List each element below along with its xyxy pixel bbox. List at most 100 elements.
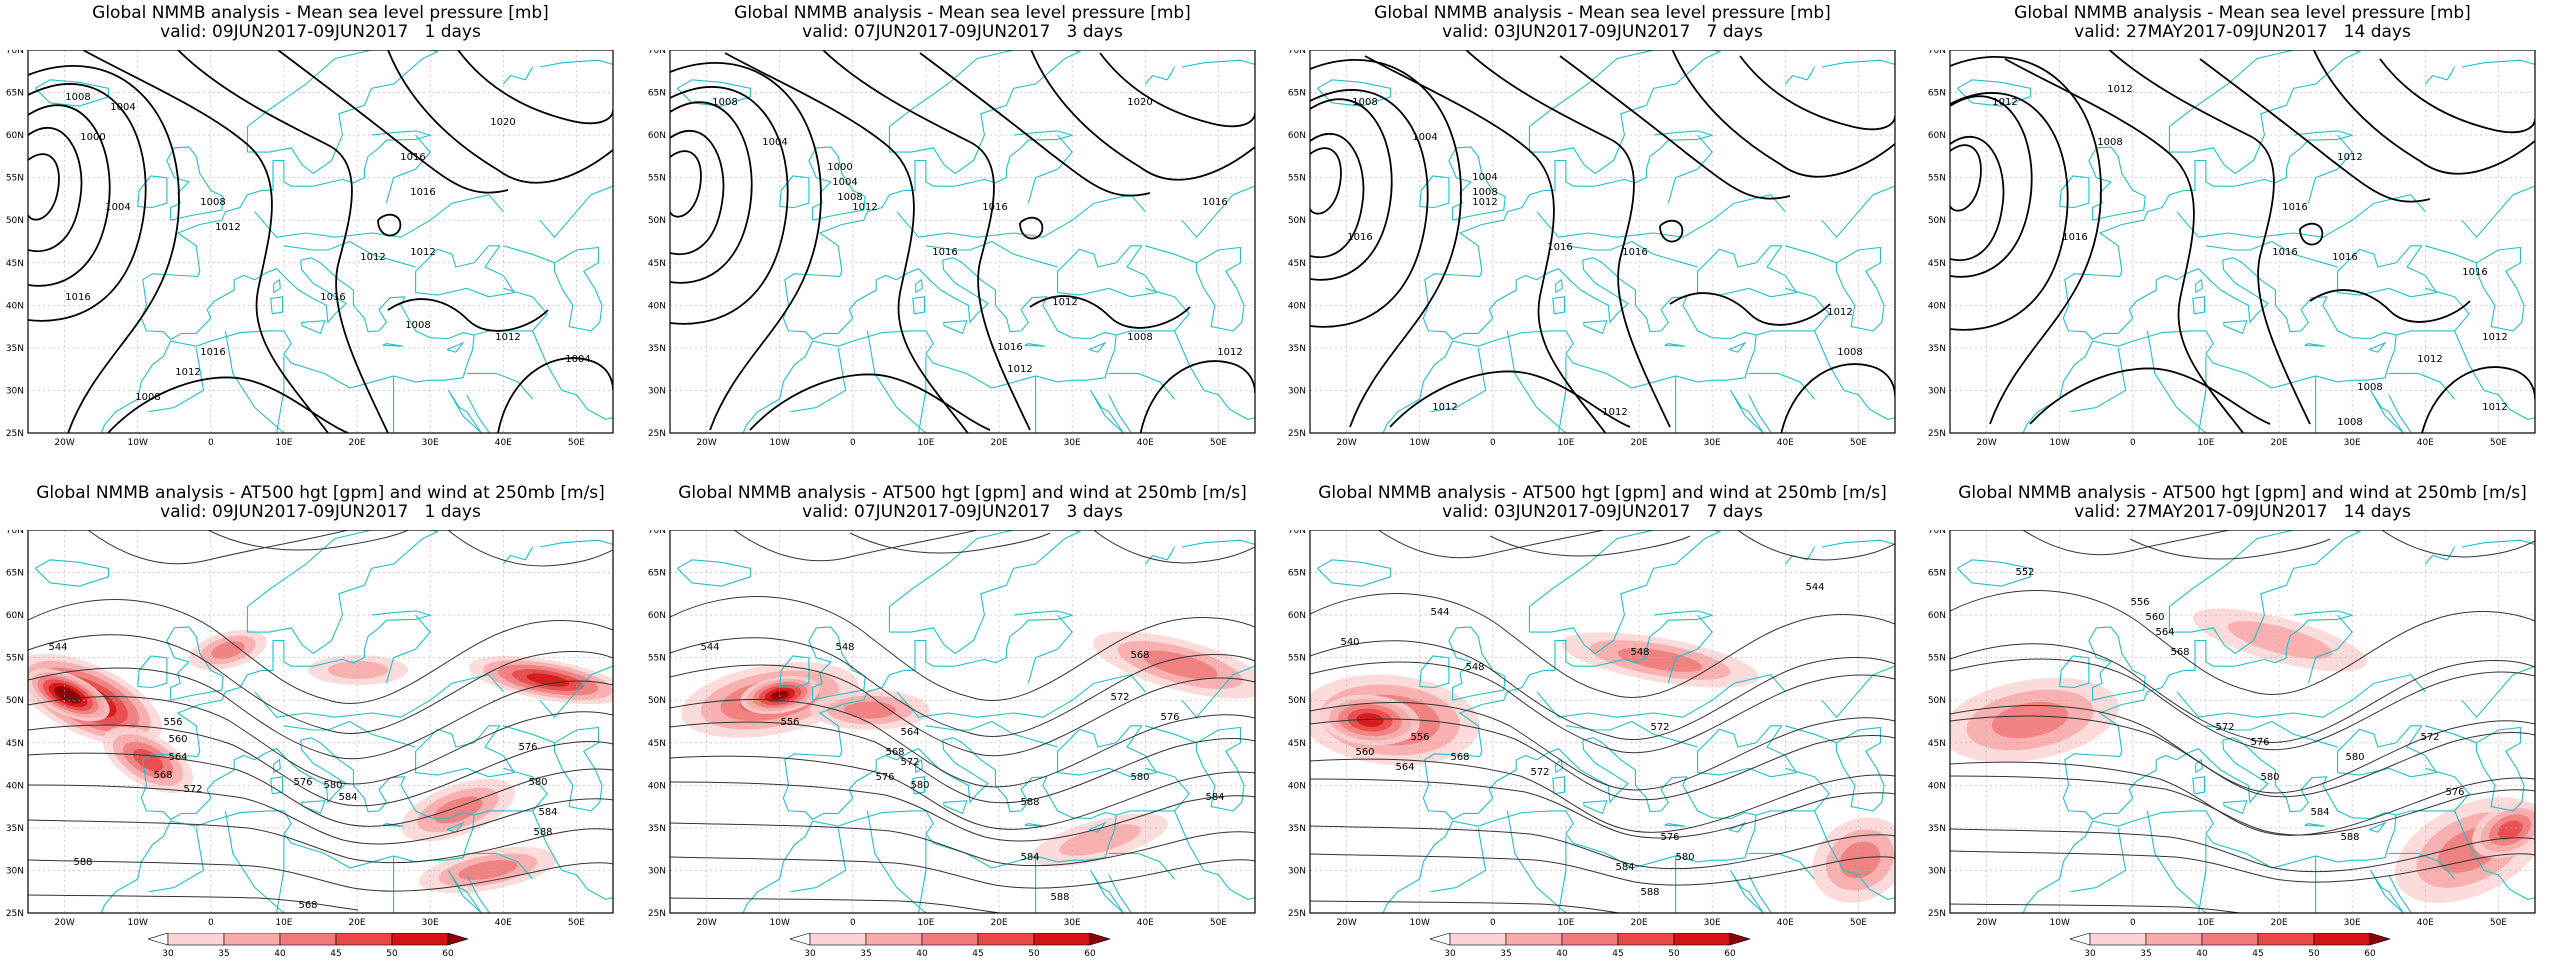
contour-label: 1000 xyxy=(827,162,852,173)
lat-tick-label: 40N xyxy=(648,301,666,311)
contour-label: 588 xyxy=(2340,832,2359,843)
contour-label: 572 xyxy=(183,784,202,795)
height-contour xyxy=(1377,530,1607,559)
coastline xyxy=(2176,674,2426,718)
lat-tick-label: 60N xyxy=(6,611,24,621)
height-contour xyxy=(1950,775,2535,836)
coastline xyxy=(246,50,440,175)
lat-tick-label: 40N xyxy=(6,301,24,311)
coastline xyxy=(2454,330,2485,391)
isobar xyxy=(2379,58,2535,134)
contour-label: 580 xyxy=(528,777,547,788)
contour-label: 556 xyxy=(780,717,799,728)
coastline xyxy=(1664,343,1686,347)
contour-label: 584 xyxy=(1615,862,1634,873)
coastline xyxy=(1536,194,1786,238)
coastline xyxy=(137,655,168,689)
lat-tick-label: 60N xyxy=(1928,611,1946,621)
coastline xyxy=(446,821,465,833)
panel-title-valid: valid: 09JUN2017-09JUN2017 1 days xyxy=(160,502,481,522)
height-contour xyxy=(1950,903,2243,913)
panel-title-main: Global NMMB analysis - Mean sea level pr… xyxy=(734,3,1191,23)
height-contour xyxy=(28,859,613,892)
lon-tick-label: 20W xyxy=(1976,438,1996,448)
contour-label: 1016 xyxy=(1347,232,1372,243)
isobar xyxy=(1310,89,1429,328)
panel-title-valid: valid: 07JUN2017-09JUN2017 3 days xyxy=(802,22,1123,42)
lon-tick-label: 50E xyxy=(1210,918,1227,928)
coastline xyxy=(2454,810,2485,871)
coastline xyxy=(1730,870,1764,913)
coastline xyxy=(888,530,1082,655)
coastline xyxy=(2146,810,2207,913)
colorbar-swatch xyxy=(865,932,923,946)
coastline xyxy=(448,390,482,433)
height-contour xyxy=(670,637,1255,738)
isobar xyxy=(28,83,147,322)
contour-label: 1012 xyxy=(2417,354,2442,365)
coastline xyxy=(1195,246,1245,332)
colorbar-label: 50 xyxy=(1668,949,1680,959)
coastline xyxy=(2337,725,2438,778)
lat-tick-label: 50N xyxy=(1288,216,1306,226)
height-contour xyxy=(1310,718,1895,801)
coastline xyxy=(466,372,534,400)
isobar xyxy=(2029,367,2271,425)
lon-tick-label: 30E xyxy=(2344,918,2361,928)
coastline xyxy=(34,559,109,587)
lon-tick-label: 20W xyxy=(696,918,716,928)
wind-speed-shading xyxy=(1617,648,1703,672)
lon-tick-label: 20W xyxy=(1336,918,1356,928)
contour-label: 1008 xyxy=(837,192,862,203)
coastline xyxy=(1144,66,1176,85)
coastline xyxy=(382,823,404,827)
coastline xyxy=(2146,330,2207,433)
colorbar-swatch xyxy=(2313,932,2371,946)
colorbar-extend-low xyxy=(1428,932,1451,946)
isobar xyxy=(1559,55,1791,200)
contour-label: 560 xyxy=(168,734,187,745)
lon-tick-label: 30E xyxy=(422,918,439,928)
contour-label: 548 xyxy=(1465,662,1484,673)
coastline xyxy=(34,79,109,107)
lat-tick-label: 30N xyxy=(1928,386,1946,396)
height-contour xyxy=(670,781,1255,842)
coastline xyxy=(1784,66,1816,85)
isobar xyxy=(724,52,969,433)
coastline xyxy=(415,725,516,778)
contour-label: 1012 xyxy=(1602,407,1627,418)
coastline xyxy=(1024,343,1046,347)
contour-label: 1016 xyxy=(200,347,225,358)
colorbar-swatch xyxy=(921,932,979,946)
coastline xyxy=(1174,330,1205,391)
coastline xyxy=(539,185,613,239)
isobar xyxy=(1659,219,1684,243)
coastline xyxy=(503,725,555,744)
height-contour xyxy=(1950,643,2535,744)
lon-tick-label: 0 xyxy=(850,438,856,448)
contour-label: 548 xyxy=(835,642,854,653)
coastline xyxy=(1555,758,1563,774)
isobar xyxy=(1950,144,1982,212)
colorbar-swatch xyxy=(2201,932,2259,946)
lat-tick-label: 30N xyxy=(6,866,24,876)
lon-tick-label: 0 xyxy=(2130,438,2136,448)
lat-tick-label: 25N xyxy=(1928,909,1946,919)
coastline xyxy=(2070,827,2127,893)
height-contour xyxy=(670,822,1255,867)
wind-speed-shading xyxy=(1839,841,1881,879)
lon-tick-label: 10W xyxy=(770,438,790,448)
lat-tick-label: 45N xyxy=(6,739,24,749)
coastline xyxy=(2461,185,2535,239)
coastline xyxy=(866,330,927,433)
colorbar-label: 30 xyxy=(2084,949,2096,959)
isobar xyxy=(1030,50,1255,181)
lon-tick-label: 50E xyxy=(2490,918,2507,928)
coastline xyxy=(276,356,285,433)
lon-tick-label: 10W xyxy=(128,438,148,448)
lat-tick-label: 55N xyxy=(648,174,666,184)
lat-tick-label: 35N xyxy=(1288,344,1306,354)
colorbar-label: 60 xyxy=(442,949,454,959)
panel-title: Global NMMB analysis - Mean sea level pr… xyxy=(1920,4,2560,42)
coastline xyxy=(2368,341,2387,353)
